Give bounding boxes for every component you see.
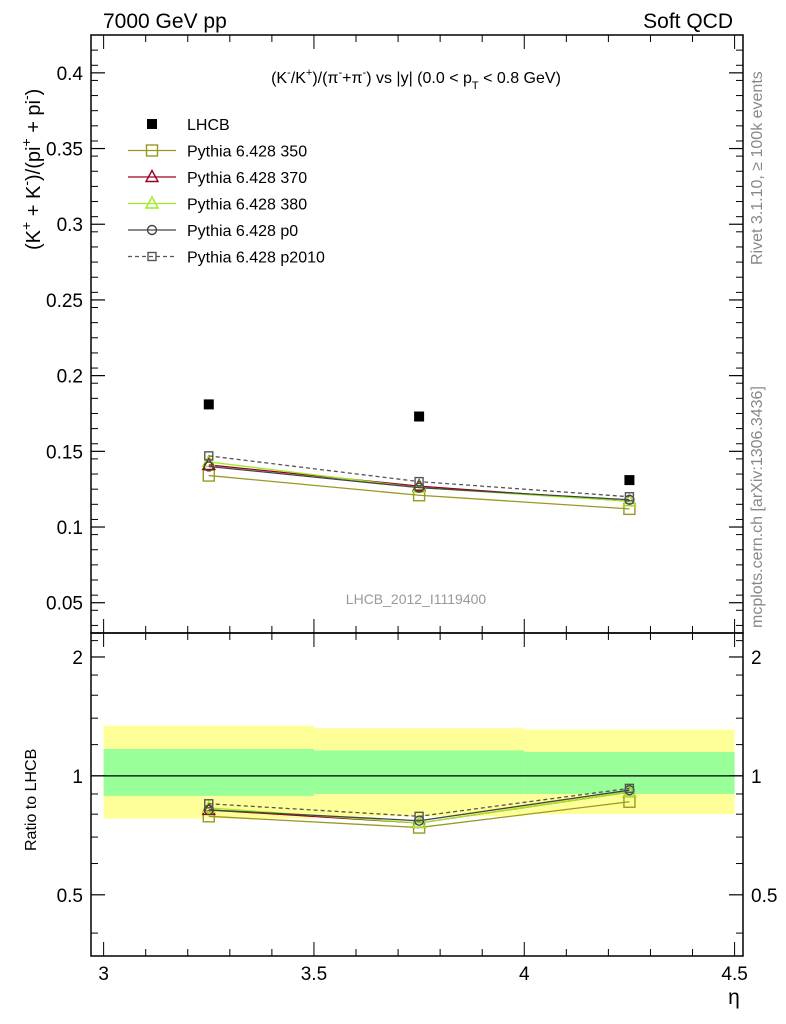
lhcb-point-1 — [203, 399, 214, 410]
pythia-6-428-350-point-3 — [623, 502, 636, 516]
rivet-version-label: Rivet 3.1.10, ≥ 100k events — [749, 71, 766, 265]
lhcb-point-3 — [624, 475, 635, 486]
lhcb-point-2 — [414, 411, 425, 422]
pythia-6-428-p0-point-2 — [413, 482, 425, 493]
pythia-6-428-350-point-2 — [412, 489, 426, 502]
main-y-tick-label: 0.35 — [46, 140, 83, 161]
legend-pythia-6-428-p0-label: Pythia 6.428 p0 — [187, 223, 298, 240]
x-axis-label: η — [728, 986, 740, 1009]
x-tick-label: 3 — [98, 964, 109, 985]
ratio-plot-ticks: 0.5 0.5 1 1 2 2 3 3.5 4 4.5 — [57, 633, 777, 985]
pythia-6-428-380-point-2 — [411, 815, 427, 829]
pythia-6-428-p2010-point-3 — [624, 492, 635, 502]
ratio-y-tick-label-right: 2 — [751, 648, 762, 669]
mcplots-reference-label: mcplots.cern.ch [arXiv:1306.3436] — [749, 386, 766, 628]
pythia-6-428-p2010-point-3 — [624, 783, 635, 794]
pythia-6-428-350-line — [208, 474, 630, 510]
x-tick-label: 3.5 — [301, 964, 327, 985]
main-y-axis-label: (K+ + K-)/(pi+ + pi-) — [18, 89, 45, 250]
main-plot-ticks: 0.05 0.1 0.15 0.2 0.25 0.3 0.35 0.4 — [46, 35, 743, 633]
main-plot-panel: 0.05 0.1 0.15 0.2 0.25 0.3 0.35 0.4 (K-/K+)/(π-… — [18, 34, 744, 634]
pythia-6-428-p2010-line — [208, 787, 630, 817]
x-tick-label: 4 — [519, 964, 530, 985]
legend-pythia-6-428-p2010-swatch-marker — [147, 251, 157, 262]
ratio-y-tick-label: 2 — [72, 648, 83, 669]
x-tick-label: 4.5 — [721, 964, 747, 985]
legend-pythia-6-428-370-swatch-marker — [144, 169, 160, 183]
ratio-y-tick-label: 0.5 — [57, 886, 83, 907]
legend-lhcb-label: LHCB — [187, 117, 230, 134]
main-y-tick-label: 0.25 — [46, 291, 83, 312]
ratio-y-tick-label-right: 0.5 — [751, 886, 777, 907]
legend-pythia-6-428-380-label: Pythia 6.428 380 — [187, 197, 307, 214]
pythia-6-428-p2010-point-1 — [204, 451, 214, 461]
pythia-6-428-p2010-point-2 — [414, 811, 424, 822]
legend: LHCB Pythia 6.428 350 Pythia 6.428 370 Pyth… — [128, 117, 325, 267]
analysis-id-watermark: LHCB_2012_I1119400 — [346, 591, 487, 607]
plot-title: (K-/K+)/(π-+π-) vs |y| (0.0 < pT < 0.8 G… — [271, 67, 561, 92]
ratio-plot-marks — [91, 725, 743, 834]
legend-pythia-6-428-p0-swatch-marker — [146, 224, 158, 236]
pythia-6-428-p2010-point-2 — [414, 476, 424, 487]
main-plot-marks — [201, 399, 637, 516]
uncertainty-band-inner-1 — [103, 748, 314, 796]
legend-pythia-6-428-350-swatch-marker — [145, 144, 159, 157]
pythia-6-428-p2010-point-1 — [204, 799, 214, 809]
main-y-tick-label: 0.4 — [57, 64, 84, 85]
main-y-tick-label: 0.2 — [57, 367, 83, 388]
pythia-6-428-380-point-1 — [201, 453, 216, 468]
uncertainty-band-inner-2 — [313, 750, 525, 794]
legend-pythia-6-428-350-label: Pythia 6.428 350 — [187, 144, 307, 161]
legend-pythia-6-428-380-swatch-marker — [144, 195, 160, 209]
header-category-label: Soft QCD — [643, 10, 733, 33]
main-y-tick-label: 0.05 — [46, 594, 83, 615]
main-y-tick-label: 0.15 — [46, 442, 83, 463]
uncertainty-band-inner-3 — [524, 751, 735, 794]
legend-pythia-6-428-p2010-label: Pythia 6.428 p2010 — [187, 250, 325, 267]
pythia-6-428-350-point-1 — [202, 810, 215, 823]
main-y-tick-label: 0.1 — [57, 518, 83, 539]
ratio-y-tick-label: 1 — [72, 767, 83, 788]
header-energy-label: 7000 GeV pp — [103, 10, 227, 33]
main-y-tick-label: 0.3 — [57, 215, 83, 236]
legend-pythia-6-428-370-label: Pythia 6.428 370 — [187, 170, 307, 187]
ratio-y-tick-label-right: 1 — [751, 767, 762, 788]
pythia-6-428-p0-point-1 — [203, 804, 214, 816]
ratio-plot-frame — [90, 632, 744, 957]
ratio-y-axis-label: Ratio to LHCB — [23, 749, 40, 851]
pythia-6-428-p0-line — [208, 465, 630, 501]
pythia-6-428-p0-point-1 — [203, 461, 214, 472]
legend-lhcb-swatch-marker — [147, 119, 157, 129]
pythia-6-428-p2010-line — [208, 455, 630, 498]
ratio-plot-panel: 0.5 0.5 1 1 2 2 3 3.5 4 4.5 Ratio to LHCB η — [23, 632, 777, 1009]
pythia-6-428-370-point-1 — [201, 456, 216, 471]
